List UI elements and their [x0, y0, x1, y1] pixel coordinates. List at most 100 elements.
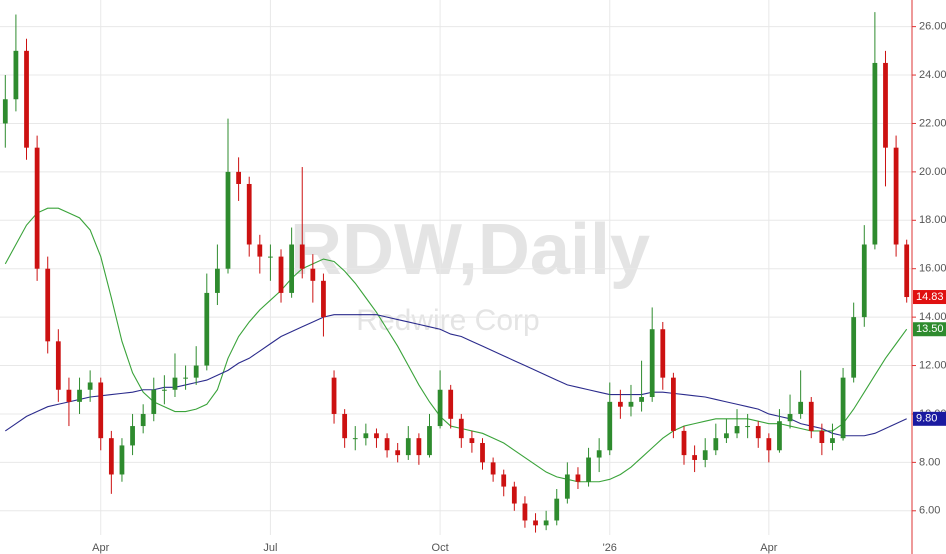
candle-body [352, 438, 358, 440]
candle-body [395, 450, 401, 456]
candle-body [469, 438, 475, 444]
candle-body [893, 147, 899, 245]
candle-body [161, 389, 167, 391]
candle-body [458, 418, 464, 439]
candle-body [130, 426, 135, 446]
candle-body [840, 377, 846, 439]
candle-body [193, 365, 199, 378]
candle-body [77, 389, 82, 402]
candle-body [172, 377, 178, 390]
candle-body [204, 292, 210, 366]
candle-body [268, 256, 273, 258]
candle-body [798, 401, 804, 414]
candle-body [617, 401, 623, 407]
candle-body [384, 438, 390, 451]
candle-body [713, 438, 719, 451]
candle-body [2, 99, 8, 124]
candle-body [628, 401, 634, 407]
candle-body [363, 433, 369, 439]
candle-body [787, 413, 793, 422]
candle-body [405, 438, 411, 456]
candle-body [246, 183, 252, 245]
candle-body [416, 438, 422, 456]
price-tag [913, 322, 946, 337]
y-tick-label: 24.00 [919, 69, 946, 81]
y-tick-label: 26.00 [919, 21, 946, 33]
candle-body [119, 445, 125, 475]
x-tick-label: Apr [92, 542, 109, 554]
candle-body [13, 50, 19, 100]
candle-body [724, 433, 729, 439]
candle-body [427, 426, 432, 456]
candle-body [511, 486, 517, 504]
candle-body [575, 474, 581, 482]
candle-body [543, 520, 549, 526]
candle-body [861, 244, 867, 318]
y-tick-label: 6.00 [919, 505, 940, 517]
candle-body [236, 171, 241, 184]
candle-body [904, 244, 910, 298]
candle-body [448, 389, 454, 419]
x-tick-label: Jul [263, 542, 277, 554]
y-tick-label: 20.00 [919, 166, 946, 178]
price-tag-label: 9.80 [916, 413, 937, 425]
candle-body [66, 389, 72, 402]
candle-body [278, 256, 284, 293]
candle-body [321, 280, 326, 318]
candle-body [766, 438, 772, 451]
watermark-subtitle: Redwire Corp [356, 304, 539, 337]
candle-body [671, 377, 676, 431]
candle-body [554, 498, 560, 521]
candle-body [522, 503, 528, 521]
candle-body [639, 397, 644, 402]
y-tick-label: 12.00 [919, 359, 946, 371]
candle-body [883, 62, 888, 148]
candle-body [564, 474, 570, 499]
x-tick-label: Apr [760, 542, 777, 554]
price-tag [913, 290, 946, 305]
candle-body [692, 455, 697, 460]
candle-body [257, 244, 263, 257]
price-tag [913, 411, 946, 426]
candle-body [183, 377, 188, 379]
candle-body [681, 430, 687, 456]
candle-body [777, 421, 782, 451]
candle-body [734, 426, 740, 434]
y-tick-label: 14.00 [919, 311, 946, 323]
candle-body [215, 268, 220, 293]
candle-body [819, 430, 825, 444]
y-tick-label: 18.00 [919, 214, 946, 226]
candle-body [437, 389, 443, 427]
candle-body [501, 474, 507, 487]
y-tick-label: 8.00 [919, 456, 940, 468]
candle-body [660, 329, 666, 378]
candle-body [649, 329, 655, 398]
candle-body [745, 426, 751, 428]
candle-body [108, 438, 114, 475]
candle-body [755, 426, 761, 439]
y-tick-label: 16.00 [919, 263, 946, 275]
price-tag-label: 14.83 [916, 291, 944, 303]
candle-body [702, 450, 708, 460]
candle-body [830, 438, 835, 444]
candle-body [98, 382, 104, 439]
candle-body [299, 244, 305, 269]
candle-body [55, 341, 61, 390]
candle-body [151, 389, 157, 414]
candle-body [342, 413, 348, 439]
candle-body [490, 462, 496, 475]
candle-body [225, 171, 231, 269]
candle-body [607, 401, 613, 451]
candle-body [872, 62, 878, 245]
candle-body [34, 147, 40, 269]
candle-body [140, 413, 146, 427]
candle-body [87, 382, 93, 390]
candle-body [851, 317, 857, 378]
candle-body [480, 443, 485, 463]
watermark: RDW,Daily [290, 210, 650, 290]
x-tick-label: '26 [603, 542, 617, 554]
candle-body [596, 450, 602, 458]
moving-average-line [4, 314, 907, 437]
